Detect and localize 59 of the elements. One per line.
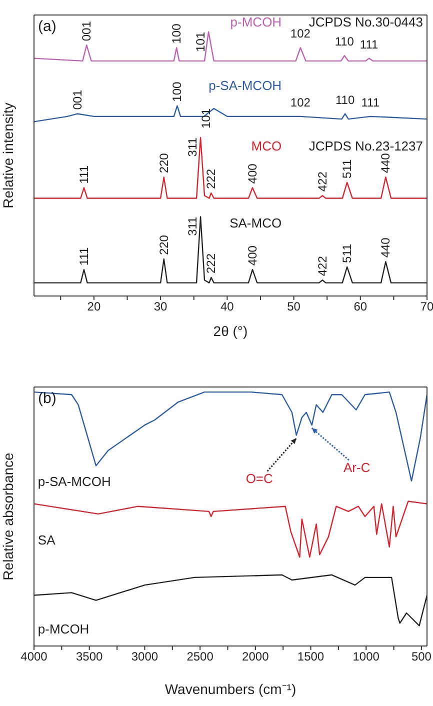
annotation: 001	[80, 20, 94, 42]
x-tick-label: 500	[411, 650, 432, 664]
annotation: Ar-C	[344, 460, 370, 476]
x-tick-label: 4000	[20, 650, 48, 664]
annotation: 511	[340, 243, 354, 263]
annotation: 222	[204, 168, 218, 189]
x-tick-label: 2500	[186, 650, 214, 664]
annotation: 311	[186, 137, 200, 157]
annotation: 422	[315, 256, 330, 276]
annotation: 110	[334, 34, 354, 49]
annotation: 111	[76, 165, 91, 184]
text: SA-MCO	[230, 215, 282, 230]
y-axis-title: Relative intensity	[0, 102, 16, 208]
annotation: 101	[194, 32, 208, 52]
x-tick-label: 1500	[297, 650, 324, 664]
series-label: p-MCOH	[38, 621, 90, 636]
annotation: 102	[290, 95, 311, 110]
annotation: 102	[290, 26, 311, 41]
annotation: 220	[156, 152, 171, 174]
annotation: 111	[76, 247, 91, 266]
annotation: 511	[340, 158, 354, 178]
text: MCO	[251, 138, 282, 154]
annotation: 001	[70, 89, 84, 110]
annotation: 440	[378, 152, 393, 174]
x-tick-label: 30	[154, 300, 168, 314]
series-label: p-MCOH	[230, 14, 282, 30]
x-axis-title: Wavenumbers (cm⁻¹)	[164, 681, 296, 697]
x-tick-label: 40	[220, 300, 234, 314]
annotation: 422	[315, 171, 330, 192]
x-tick-label: 3000	[131, 650, 158, 664]
annotation: 110	[336, 92, 355, 107]
x-tick-label: 3500	[76, 650, 104, 664]
annotation: 100	[170, 23, 184, 44]
text: JCPDS No.30-0443	[308, 14, 423, 30]
annotation: 222	[204, 253, 218, 274]
annotation: 311	[186, 216, 200, 236]
annotation: 111	[361, 95, 380, 110]
annotation: 400	[245, 245, 260, 266]
x-tick-label: 60	[354, 300, 368, 314]
series-label: SA	[38, 532, 56, 548]
x-tick-label: 50	[287, 300, 301, 314]
annotation: 440	[378, 237, 393, 258]
x-tick-label: 1000	[352, 650, 380, 664]
series-label: p-SA-MCOH	[208, 78, 282, 94]
annotation: 400	[245, 163, 260, 184]
annotation: 220	[156, 234, 171, 256]
chart-title: (b)	[38, 390, 56, 407]
annotation: O=C	[246, 471, 273, 486]
annotation: 100	[170, 82, 184, 102]
x-axis-title: 2θ (°)	[213, 323, 248, 339]
annotation: 111	[360, 37, 378, 52]
chart-title: (a)	[38, 18, 56, 35]
y-axis-title: Relative absorbance	[0, 452, 16, 580]
annotation: 101	[198, 108, 213, 129]
x-tick-label: 2000	[242, 650, 270, 664]
x-tick-label: 20	[87, 300, 101, 314]
series-label: p-SA-MCOH	[38, 474, 111, 490]
annotation: JCPDS No.23-1237	[308, 138, 423, 154]
x-tick-label: 70	[420, 300, 433, 314]
